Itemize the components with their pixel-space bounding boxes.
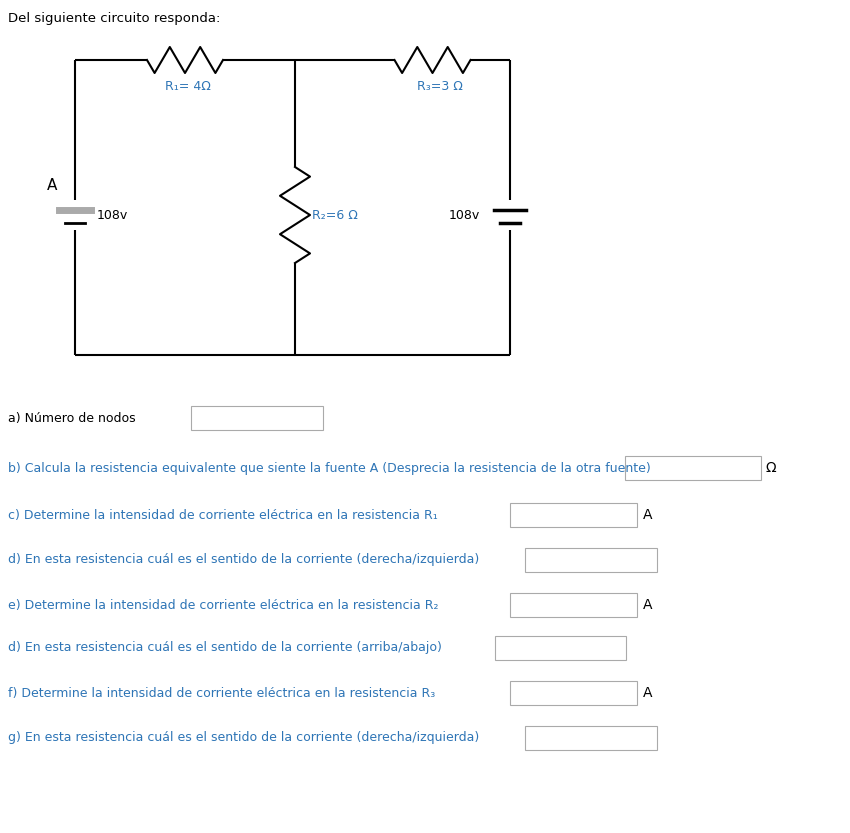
Text: R₁= 4Ω: R₁= 4Ω [165, 80, 211, 93]
Text: A: A [643, 686, 652, 700]
Text: g) En esta resistencia cuál es el sentido de la corriente (derecha/izquierda): g) En esta resistencia cuál es el sentid… [8, 731, 479, 745]
Text: A: A [643, 598, 652, 612]
Text: 108v: 108v [449, 208, 480, 222]
Bar [191, 406, 323, 431]
Text: d) En esta resistencia cuál es el sentido de la corriente (derecha/izquierda): d) En esta resistencia cuál es el sentid… [8, 553, 479, 566]
Text: 108v: 108v [97, 208, 128, 222]
Text: Del siguiente circuito responda:: Del siguiente circuito responda: [8, 12, 220, 25]
Text: R₃=3 Ω: R₃=3 Ω [417, 80, 463, 93]
Bar [525, 547, 657, 572]
Bar [510, 592, 638, 617]
Bar [525, 726, 657, 751]
Text: R₂=6 Ω: R₂=6 Ω [312, 208, 358, 222]
Text: Ω: Ω [766, 461, 776, 475]
Text: c) Determine la intensidad de corriente eléctrica en la resistencia R₁: c) Determine la intensidad de corriente … [8, 508, 438, 521]
Text: b) Calcula la resistencia equivalente que siente la fuente A (Desprecia la resis: b) Calcula la resistencia equivalente qu… [8, 461, 651, 475]
Bar [495, 636, 626, 661]
Text: A: A [47, 177, 57, 192]
Text: f) Determine la intensidad de corriente eléctrica en la resistencia R₃: f) Determine la intensidad de corriente … [8, 686, 435, 700]
Bar [510, 681, 638, 706]
Text: d) En esta resistencia cuál es el sentido de la corriente (arriba/abajo): d) En esta resistencia cuál es el sentid… [8, 641, 442, 655]
Bar [625, 456, 761, 481]
Bar [510, 502, 638, 527]
Text: a) Número de nodos: a) Número de nodos [8, 412, 136, 425]
Text: e) Determine la intensidad de corriente eléctrica en la resistencia R₂: e) Determine la intensidad de corriente … [8, 598, 439, 611]
Text: A: A [643, 508, 652, 522]
